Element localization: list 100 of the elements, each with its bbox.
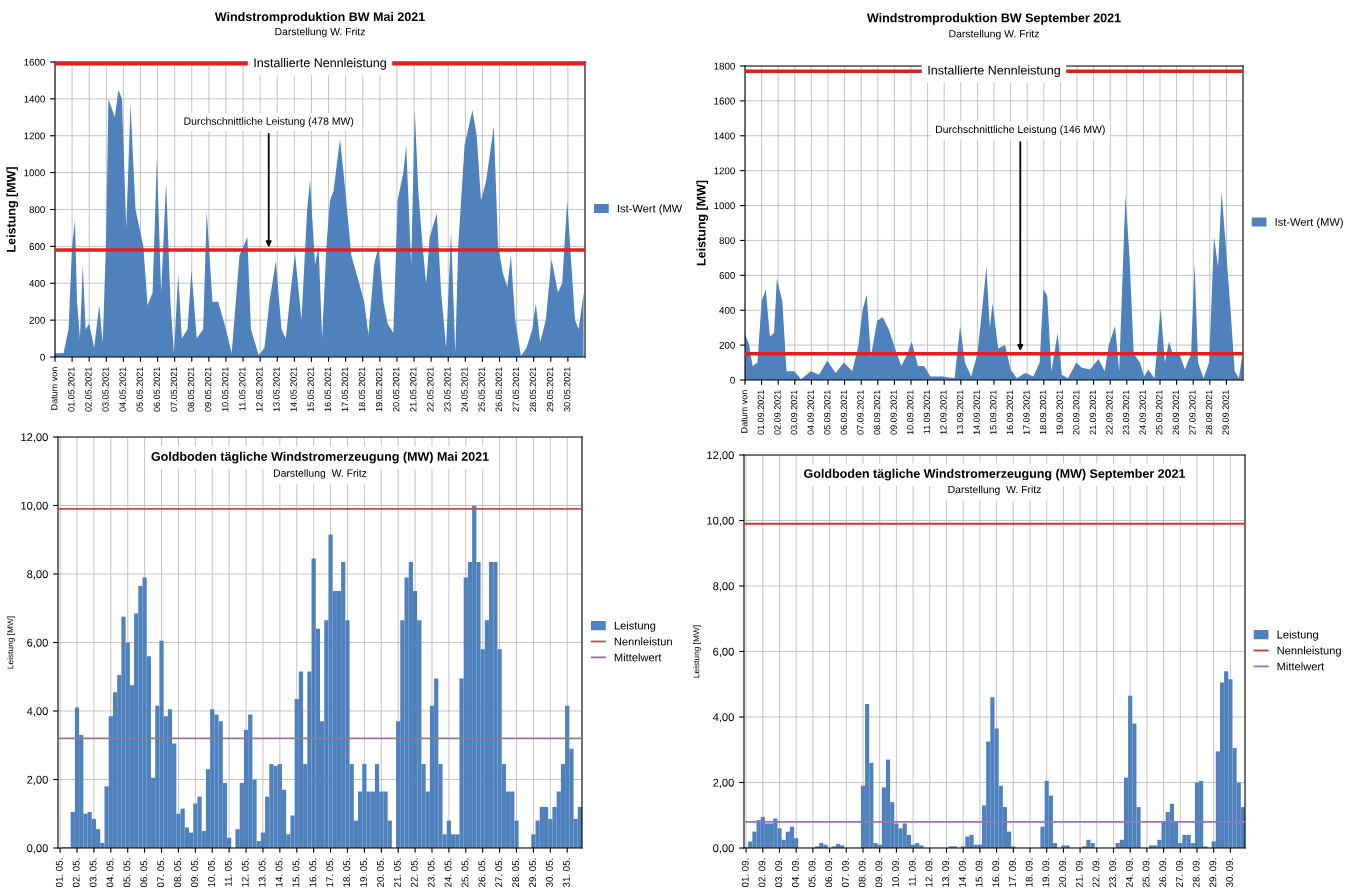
annotation: Durchschnittliche Leistung (146 MW) [936,125,1105,136]
text: Darstellung W. Fritz [273,469,367,479]
x-tick-label: 29.05.2021 [546,367,554,412]
x-tick-label: 16. 09. [992,858,1000,887]
y-axis-title: Leistung [MW] [693,625,701,678]
x-tick-label: 24. 05. [444,858,452,887]
y-axis-title: Leistung [MW] [696,180,709,266]
x-tick-label: 05. 05. [123,858,131,888]
x-tick-label: 11.05.2021 [239,367,246,411]
x-tick-label: 12.09.2021 [940,390,947,435]
x-tick-label: 14.09.2021 [973,390,980,435]
y-tick-label: 400 [29,279,45,287]
x-tick-label: 23. 05. [427,858,435,887]
y-tick-label: 1600 [24,58,45,66]
x-tick-label: 06.05.2021 [153,367,160,412]
x-tick-label: 19.05.2021 [375,367,383,412]
x-tick-label: 18.05.2021 [358,367,366,412]
x-tick-label: Datum von [51,367,58,410]
x-tick-label: 24.05.2021 [461,367,468,412]
y-tick-label: 12,00 [21,433,48,443]
x-tick-label: 22. 09. [1092,858,1100,887]
y-tick-label: 0,00 [27,844,48,854]
y-tick-label: 600 [719,272,735,279]
x-tick-label: 06. 09. [825,858,833,888]
x-tick-label: 01. 09. [741,858,749,888]
y-tick-label: 1400 [24,95,45,103]
x-tick-label: 19. 05. [360,858,367,887]
x-tick-label: 11. 05. [224,858,232,886]
x-tick-label: 21.09.2021 [1089,390,1097,435]
legend-label: Mittelwert [614,653,662,662]
y-tick-label: 4,00 [26,707,48,717]
y-tick-label: 6,00 [713,647,734,657]
x-tick-label: 25.05.2021 [478,367,485,412]
y-tick-label: 6,00 [27,638,48,648]
x-tick-label: 02. 05. [72,858,80,888]
y-tick-label: 4,00 [712,713,734,723]
text: Darstellung W. Fritz [948,485,1041,496]
x-tick-label: 29.09.2021 [1222,390,1229,435]
x-tick-label: 08.09.2021 [873,390,881,435]
x-tick-label: 03. 05. [89,858,97,888]
x-tick-label: 09.05.2021 [204,367,212,412]
y-tick-label: 2,00 [27,775,48,785]
y-tick-label: 1200 [24,132,45,140]
x-tick-label: 16.05.2021 [324,367,331,412]
x-tick-label: 09. 05. [191,858,198,888]
x-tick-label: 15.05.2021 [307,367,314,412]
x-tick-label: 23.05.2021 [444,367,451,412]
x-tick-label: 04.05.2021 [119,367,126,412]
x-tick-label: 27. 09. [1176,858,1183,887]
y-axis-title: Leistung [MW] [7,616,15,669]
x-tick-label: 11. 09. [908,858,916,886]
x-tick-label: 03. 09. [775,858,783,888]
y-tick-label: 600 [29,243,45,250]
x-tick-label: 17. 09. [1009,858,1016,887]
x-tick-label: 23. 09. [1109,858,1117,887]
x-tick-label: 27.09.2021 [1189,390,1196,435]
ref-line-label: Installierte Nennleistung [254,58,386,70]
x-tick-label: 15.09.2021 [990,390,997,435]
x-tick-label: 17.05.2021 [341,367,349,412]
x-tick-label: 27. 05. [495,858,503,887]
legend-label: Ist-Wert (MW [617,204,683,215]
x-tick-label: 10. 09. [892,858,899,887]
chart-title: Windstromproduktion BW September 2021 [866,13,1121,25]
x-tick-label: 01. 05. [55,858,63,888]
x-tick-label: 12.05.2021 [256,367,263,412]
x-tick-label: 14.05.2021 [290,367,297,412]
x-tick-label: 29. 09. [1209,858,1217,887]
x-tick-label: 18. 09. [1025,858,1033,887]
y-tick-label: 12,00 [707,451,734,461]
x-tick-label: 14. 09. [958,858,966,887]
x-tick-label: 30. 09. [1226,858,1233,888]
x-tick-label: 28.05.2021 [529,367,537,412]
x-tick-label: 17.09.2021 [1023,390,1030,435]
x-tick-label: 08.05.2021 [187,367,195,412]
ref-line-label: Installierte Nennleistung [928,65,1060,78]
x-tick-label: 04.09.2021 [807,390,814,435]
text: Goldboden tägliche Windstromerzeugung (MW) Mai 2021 [151,451,489,464]
x-tick-label: 24.09.2021 [1139,390,1146,435]
y-tick-label: 0 [40,353,45,361]
y-tick-label: 1000 [714,202,735,210]
y-tick-label: 800 [29,206,45,214]
x-tick-label: 04. 05. [106,858,114,888]
x-tick-label: 07. 09. [842,858,849,888]
x-tick-label: 12. 05. [241,858,249,887]
y-tick-label: 10,00 [707,516,734,526]
x-tick-label: 15. 05. [292,858,300,887]
x-tick-label: 21. 05. [393,858,401,887]
y-tick-label: 0,00 [713,844,734,854]
x-tick-label: 04. 09. [791,858,799,888]
legend-label: Nennleistung [1277,646,1341,657]
x-tick-label: 02.05.2021 [85,367,92,412]
x-tick-label: 01.09.2021 [757,390,765,435]
x-tick-label: 29. 05. [529,858,537,887]
x-tick-label: 05.05.2021 [136,367,143,412]
x-tick-label: 21. 09. [1075,858,1083,887]
x-tick-label: 26.09.2021 [1172,390,1180,435]
x-tick-label: 02. 09. [758,858,766,888]
legend-label: Nennleistun [614,637,672,646]
x-tick-label: 10.05.2021 [222,367,229,412]
x-tick-label: 13. 09. [942,858,950,887]
